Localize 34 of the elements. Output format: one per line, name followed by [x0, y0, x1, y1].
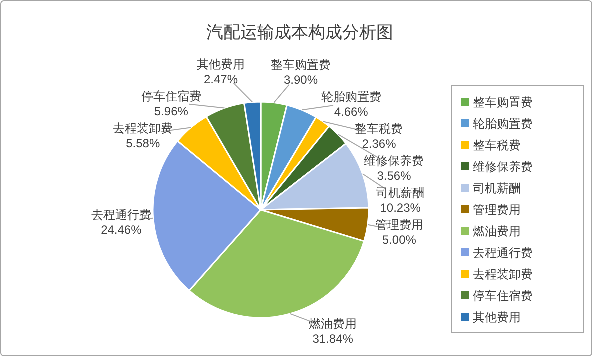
slice-label: 整车税费	[355, 122, 404, 136]
slice-label: 整车购置费	[271, 58, 331, 72]
data-label: 2.47%	[204, 72, 238, 86]
slice-label: 去程通行费	[91, 208, 152, 222]
slice-label: 燃油费用	[309, 317, 358, 331]
slice-label: 管理费用	[375, 218, 424, 232]
slice-label: 其他费用	[197, 57, 245, 72]
legend-label: 整车购置费	[473, 96, 533, 110]
legend-label: 燃油费用	[473, 224, 521, 238]
legend-label: 其他费用	[473, 310, 521, 324]
legend-label: 维修保养费	[473, 160, 533, 174]
data-label: 2.36%	[362, 137, 397, 152]
legend-label: 整车税费	[473, 138, 521, 152]
data-label: 3.56%	[377, 169, 412, 184]
legend-label: 管理费用	[473, 203, 521, 217]
data-label: 5.96%	[154, 104, 189, 118]
data-label: 5.58%	[126, 136, 160, 150]
legend-label: 司机薪酬	[473, 182, 521, 196]
legend-label: 去程通行费	[473, 246, 533, 260]
data-label: 4.66%	[334, 105, 369, 120]
data-label: 3.90%	[284, 73, 318, 88]
data-label: 31.84%	[312, 332, 354, 346]
data-label: 5.00%	[382, 233, 417, 248]
legend-label: 轮胎购置费	[473, 117, 533, 131]
slice-label: 维修保养费	[364, 154, 424, 168]
legend-label: 停车住宿费	[473, 289, 533, 303]
slice-label: 司机薪酬	[376, 186, 425, 200]
data-label: 10.23%	[380, 201, 422, 216]
chart-title: 汽配运输成本构成分析图	[206, 23, 394, 42]
legend-label: 去程装卸费	[473, 268, 533, 282]
slice-label: 停车住宿费	[141, 89, 202, 104]
data-label: 24.46%	[101, 222, 142, 237]
slice-label: 轮胎购置费	[321, 90, 382, 104]
slice-label: 去程装卸费	[113, 121, 174, 136]
